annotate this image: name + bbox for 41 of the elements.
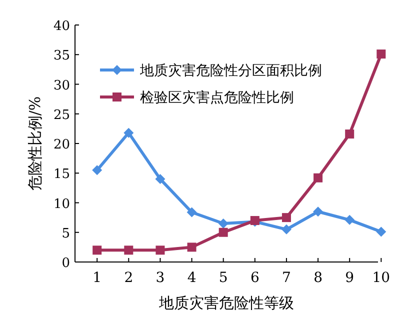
x-tick-label: 5 bbox=[218, 270, 228, 286]
legend-label: 检验区灾害点危险性比例 bbox=[140, 90, 294, 106]
point bbox=[344, 214, 355, 225]
legend-label: 地质灾害危险性分区面积比例 bbox=[139, 63, 322, 79]
x-tick-label: 1 bbox=[92, 270, 102, 286]
point bbox=[376, 50, 386, 59]
y-tick-label: 25 bbox=[53, 108, 70, 123]
point bbox=[218, 228, 228, 237]
point bbox=[155, 174, 166, 184]
y-tick-label: 20 bbox=[53, 138, 70, 152]
y-axis-title: 危险性比例/% bbox=[26, 96, 44, 191]
point bbox=[156, 246, 165, 255]
y-tick-label: 0 bbox=[62, 256, 70, 271]
point bbox=[376, 226, 386, 237]
y-tick-label: 10 bbox=[53, 196, 70, 212]
y-tick-label: 35 bbox=[53, 48, 70, 64]
point bbox=[124, 246, 134, 255]
x-tick-label: 3 bbox=[156, 270, 165, 286]
point bbox=[92, 246, 102, 255]
point bbox=[124, 128, 134, 138]
x-tick-label: 7 bbox=[282, 270, 291, 286]
point bbox=[92, 165, 102, 176]
x-tick-label: 9 bbox=[345, 270, 354, 286]
x-tick-label: 6 bbox=[250, 270, 260, 286]
point bbox=[313, 206, 324, 217]
point bbox=[345, 130, 354, 139]
point bbox=[281, 224, 292, 234]
y-tick-label: 5 bbox=[62, 226, 70, 242]
point bbox=[186, 207, 197, 218]
x-tick-label: 2 bbox=[124, 270, 134, 286]
y-tick-label: 30 bbox=[53, 78, 70, 94]
x-axis-title: 地质灾害危险性等级 bbox=[158, 294, 294, 312]
x-tick-label: 10 bbox=[372, 270, 390, 286]
y-tick-label: 15 bbox=[53, 167, 70, 182]
x-tick-label: 4 bbox=[187, 270, 196, 286]
point bbox=[314, 173, 323, 182]
x-tick-label: 8 bbox=[314, 270, 322, 286]
point bbox=[218, 218, 228, 228]
y-tick-label: 40 bbox=[53, 19, 70, 34]
point bbox=[282, 213, 291, 222]
point bbox=[187, 242, 196, 252]
